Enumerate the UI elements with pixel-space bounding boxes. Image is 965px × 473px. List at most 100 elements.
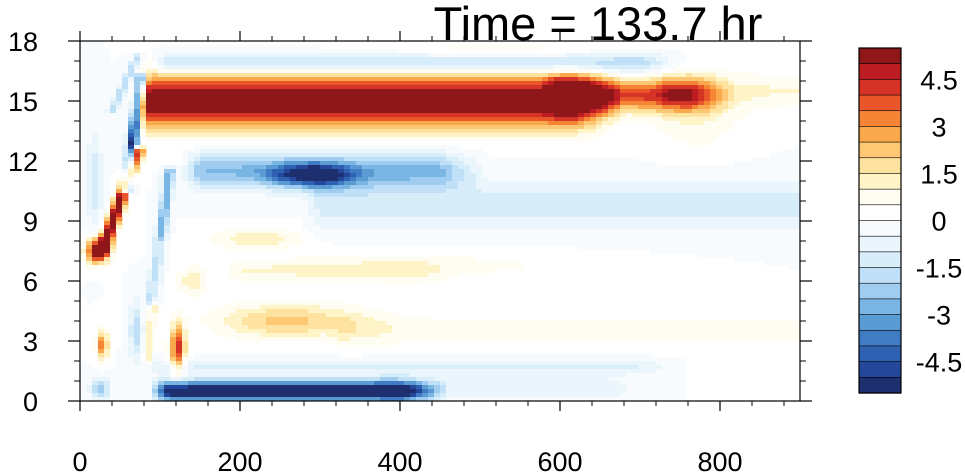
heatmap-cell <box>206 165 213 170</box>
heatmap-cell <box>500 109 507 114</box>
heatmap-cell <box>530 93 537 98</box>
heatmap-cell <box>152 105 159 110</box>
heatmap-cell <box>788 229 795 234</box>
heatmap-cell <box>92 221 99 226</box>
heatmap-cell <box>512 117 519 122</box>
heatmap-cell <box>542 117 549 122</box>
heatmap-cell <box>578 225 585 230</box>
heatmap-cell <box>410 177 417 182</box>
heatmap-cell <box>458 113 465 118</box>
heatmap-cell <box>500 105 507 110</box>
heatmap-cell <box>680 173 687 178</box>
heatmap-cell <box>560 173 567 178</box>
heatmap-cell <box>176 49 183 54</box>
heatmap-cell <box>326 85 333 90</box>
heatmap-cell <box>152 73 159 78</box>
heatmap-cell <box>242 157 249 162</box>
heatmap-cell <box>332 125 339 130</box>
heatmap-cell <box>230 189 237 194</box>
heatmap-cell <box>176 117 183 122</box>
heatmap-cell <box>446 225 453 230</box>
heatmap-cell <box>452 101 459 106</box>
heatmap-cell <box>170 177 177 182</box>
heatmap-cell <box>206 201 213 206</box>
heatmap-cell <box>464 201 471 206</box>
heatmap-cell <box>704 101 711 106</box>
heatmap-cell <box>320 137 327 142</box>
heatmap-cell <box>374 169 381 174</box>
heatmap-cell <box>428 61 435 66</box>
heatmap-cell <box>632 69 639 74</box>
heatmap-cell <box>680 177 687 182</box>
heatmap-cell <box>380 77 387 82</box>
heatmap-cell <box>740 169 747 174</box>
heatmap-cell <box>344 157 351 162</box>
heatmap-cell <box>434 117 441 122</box>
heatmap-cell <box>452 81 459 86</box>
heatmap-cell <box>92 181 99 186</box>
heatmap-cell <box>410 217 417 222</box>
heatmap-cell <box>434 73 441 78</box>
heatmap-cell <box>542 197 549 202</box>
heatmap-cell <box>590 89 597 94</box>
heatmap-cell <box>134 173 141 178</box>
heatmap-cell <box>176 93 183 98</box>
heatmap-cell <box>338 117 345 122</box>
heatmap-cell <box>362 181 369 186</box>
heatmap-cell <box>152 85 159 90</box>
heatmap-cell <box>236 201 243 206</box>
heatmap-cell <box>404 165 411 170</box>
heatmap-cell <box>110 105 117 110</box>
heatmap-cell <box>656 117 663 122</box>
heatmap-cell <box>356 165 363 170</box>
heatmap-cell <box>746 169 753 174</box>
heatmap-cell <box>452 129 459 134</box>
heatmap-cell <box>770 157 777 162</box>
heatmap-cell <box>194 161 201 166</box>
heatmap-cell <box>476 89 483 94</box>
heatmap-cell <box>128 81 135 86</box>
heatmap-cell <box>614 229 621 234</box>
heatmap-cell <box>476 169 483 174</box>
heatmap-cell <box>176 45 183 50</box>
heatmap-cell <box>182 161 189 166</box>
heatmap-cell <box>446 133 453 138</box>
heatmap-cell <box>98 49 105 54</box>
heatmap-cell <box>716 121 723 126</box>
heatmap-cell <box>548 201 555 206</box>
heatmap-cell <box>80 89 87 94</box>
heatmap-cell <box>92 165 99 170</box>
heatmap-cell <box>314 185 321 190</box>
heatmap-cell <box>470 105 477 110</box>
heatmap-cell <box>452 93 459 98</box>
heatmap-cell <box>614 157 621 162</box>
heatmap-cell <box>728 89 735 94</box>
heatmap-cell <box>572 229 579 234</box>
heatmap-cell <box>380 185 387 190</box>
heatmap-cell <box>518 89 525 94</box>
heatmap-cell <box>650 173 657 178</box>
heatmap-cell <box>218 137 225 142</box>
heatmap-cell <box>680 185 687 190</box>
heatmap-cell <box>458 109 465 114</box>
heatmap-cell <box>524 73 531 78</box>
heatmap-cell <box>524 133 531 138</box>
heatmap-cell <box>218 185 225 190</box>
heatmap-cell <box>530 89 537 94</box>
heatmap-cell <box>446 173 453 178</box>
heatmap-cell <box>572 225 579 230</box>
heatmap-cell <box>686 221 693 226</box>
heatmap-cell <box>368 49 375 54</box>
heatmap-cell <box>428 97 435 102</box>
heatmap-cell <box>332 169 339 174</box>
heatmap-cell <box>92 205 99 210</box>
heatmap-cell <box>764 173 771 178</box>
heatmap-cell <box>86 205 93 210</box>
heatmap-cell <box>728 209 735 214</box>
heatmap-cell <box>110 237 117 242</box>
heatmap-cell <box>326 57 333 62</box>
heatmap-cell <box>164 225 171 230</box>
heatmap-cell <box>416 113 423 118</box>
heatmap-cell <box>194 169 201 174</box>
heatmap-cell <box>488 201 495 206</box>
